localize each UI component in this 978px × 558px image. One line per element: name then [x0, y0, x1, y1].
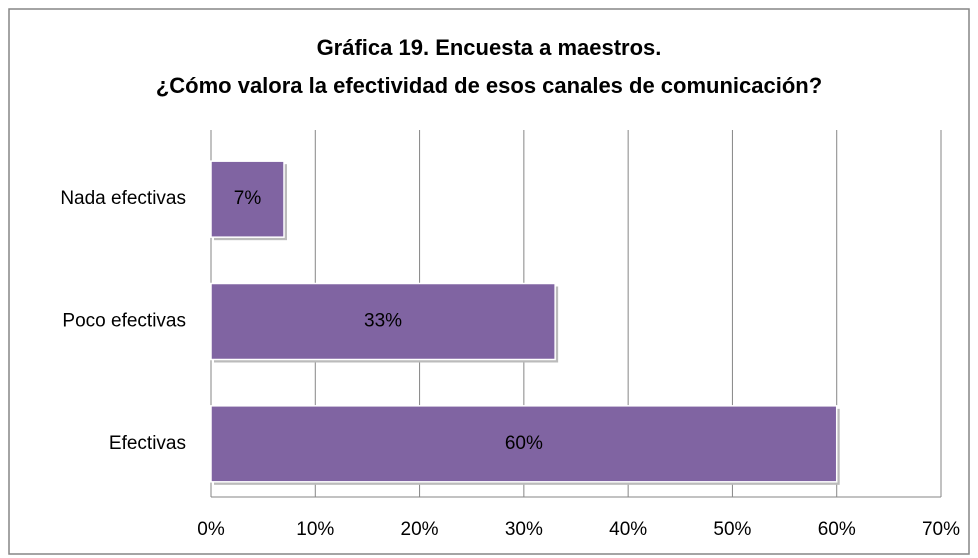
data-label: 60% [505, 433, 543, 454]
bar [210, 405, 838, 483]
x-tick-label: 30% [505, 519, 543, 540]
x-tick-label: 50% [713, 519, 751, 540]
x-tick-label: 70% [922, 519, 960, 540]
data-label: 33% [364, 311, 402, 332]
x-tick-label: 10% [296, 519, 334, 540]
y-tick-label: Poco efectivas [62, 311, 186, 332]
chart-title: Gráfica 19. Encuesta a maestros. [317, 35, 662, 60]
bar [210, 282, 556, 361]
data-label: 7% [234, 188, 262, 209]
bar [210, 160, 285, 238]
x-tick-label: 0% [197, 519, 225, 540]
chart-subtitle: ¿Cómo valora la efectividad de esos cana… [156, 73, 822, 98]
x-tick-label: 40% [609, 519, 647, 540]
x-tick-label: 20% [401, 519, 439, 540]
x-tick-label: 60% [818, 519, 856, 540]
y-tick-label: Efectivas [109, 433, 186, 454]
y-tick-label: Nada efectivas [60, 188, 186, 209]
